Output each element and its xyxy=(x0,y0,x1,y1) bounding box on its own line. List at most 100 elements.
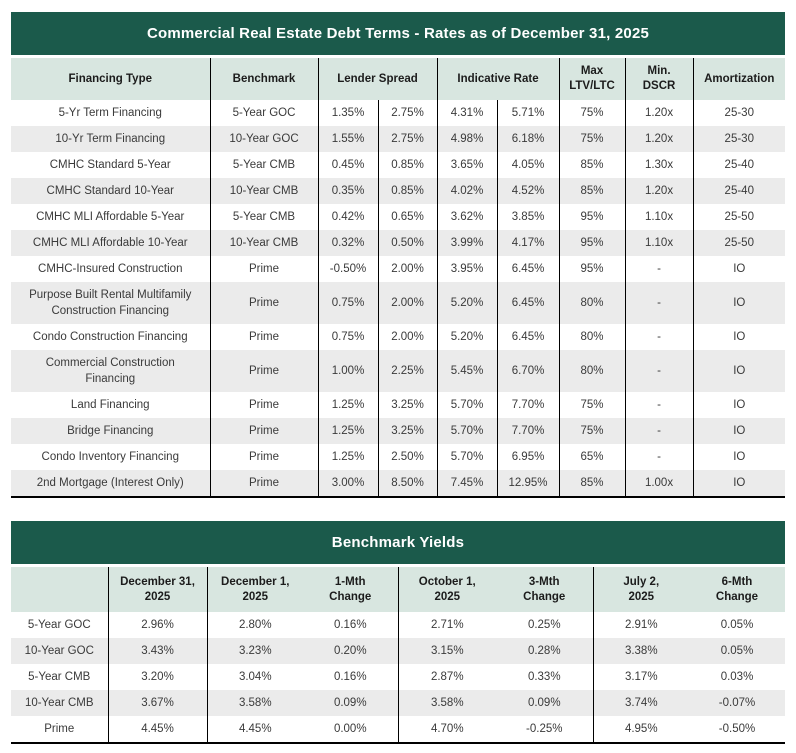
cell-financing-type: 2nd Mortgage (Interest Only) xyxy=(11,470,210,497)
cell-benchmark: 10-Year GOC xyxy=(209,126,318,152)
cell-indicative-rate-low: 5.45% xyxy=(436,350,497,392)
debt-terms-table: Financing Type Benchmark Lender Spread I… xyxy=(11,58,786,498)
cell-oct-1-2025: 3.15% xyxy=(397,638,496,664)
col-header-max-ltv-ltc: Max LTV/LTC xyxy=(558,58,626,100)
cell-benchmark: 10-Year CMB xyxy=(209,230,318,256)
cell-financing-type: Condo Inventory Financing xyxy=(11,444,210,470)
cell-jul-2-2025: 3.38% xyxy=(592,638,689,664)
cell-indicative-rate-low: 3.95% xyxy=(436,256,497,282)
cell-indicative-rate-low: 5.70% xyxy=(436,392,497,418)
cell-1-mth-change: 0.16% xyxy=(303,612,398,638)
cell-indicative-rate-high: 7.70% xyxy=(496,392,560,418)
cell-lender-spread-high: 0.50% xyxy=(377,230,437,256)
table-row: Land Financing Prime 1.25% 3.25% 5.70% 7.70% 7… xyxy=(11,392,786,418)
cell-min-dscr: 1.10x xyxy=(624,230,694,256)
debt-header-row: Financing Type Benchmark Lender Spread I… xyxy=(11,58,786,100)
col-header-lender-spread: Lender Spread xyxy=(317,58,437,100)
col-header-benchmark: Benchmark xyxy=(209,58,318,100)
cell-amortization: IO xyxy=(692,418,786,444)
cell-3-mth-change: -0.25% xyxy=(496,716,593,743)
cell-lender-spread-high: 0.85% xyxy=(377,152,437,178)
cell-indicative-rate-high: 3.85% xyxy=(496,204,560,230)
cell-amortization: 25-40 xyxy=(692,178,786,204)
cell-max-ltv-ltc: 95% xyxy=(558,256,626,282)
cell-6-mth-change: -0.50% xyxy=(689,716,785,743)
cell-min-dscr: - xyxy=(624,350,694,392)
table-row: Purpose Built Rental Multifamily Constru… xyxy=(11,282,786,324)
report-page: Commercial Real Estate Debt Terms - Rate… xyxy=(11,12,786,744)
cell-lender-spread-high: 2.00% xyxy=(377,256,437,282)
cell-lender-spread-high: 2.50% xyxy=(377,444,437,470)
table-row: CMHC Standard 10-Year 10-Year CMB 0.35% 0.8… xyxy=(11,178,786,204)
cell-amortization: 25-50 xyxy=(692,204,786,230)
col-header-dec-31-2025: December 31, 2025 xyxy=(107,567,207,612)
cell-3-mth-change: 0.33% xyxy=(496,664,593,690)
cell-indicative-rate-low: 7.45% xyxy=(436,470,497,497)
cell-benchmark: 5-Year CMB xyxy=(209,152,318,178)
yields-header-row: December 31, 2025 December 1, 2025 1-Mth… xyxy=(11,567,785,612)
cell-lender-spread-high: 2.25% xyxy=(377,350,437,392)
cell-indicative-rate-low: 4.31% xyxy=(436,100,497,126)
cell-min-dscr: 1.30x xyxy=(624,152,694,178)
cell-lender-spread-high: 2.00% xyxy=(377,282,437,324)
cell-benchmark-name: 5-Year GOC xyxy=(11,612,108,638)
cell-3-mth-change: 0.28% xyxy=(496,638,593,664)
cell-lender-spread-low: 0.35% xyxy=(317,178,378,204)
cell-min-dscr: - xyxy=(624,256,694,282)
cell-indicative-rate-low: 3.62% xyxy=(436,204,497,230)
cell-lender-spread-low: 1.25% xyxy=(317,392,378,418)
cell-indicative-rate-low: 5.70% xyxy=(436,418,497,444)
cell-benchmark-name: 10-Year CMB xyxy=(11,690,108,716)
cell-benchmark: 10-Year CMB xyxy=(209,178,318,204)
cell-dec-31-2025: 3.67% xyxy=(107,690,207,716)
col-header-dec-1-2025: December 1, 2025 xyxy=(206,567,303,612)
table-row: Condo Inventory Financing Prime 1.25% 2.50%… xyxy=(11,444,786,470)
cell-lender-spread-low: 1.00% xyxy=(317,350,378,392)
table-row: Prime 4.45% 4.45% 0.00% 4.70% -0.25% 4.95% -0.5… xyxy=(11,716,785,743)
cell-min-dscr: - xyxy=(624,282,694,324)
cell-amortization: IO xyxy=(692,256,786,282)
cell-oct-1-2025: 2.71% xyxy=(397,612,496,638)
cell-indicative-rate-low: 5.70% xyxy=(436,444,497,470)
cell-financing-type: 5-Yr Term Financing xyxy=(11,100,210,126)
cell-1-mth-change: 0.00% xyxy=(303,716,398,743)
cell-lender-spread-high: 8.50% xyxy=(377,470,437,497)
cell-benchmark-name: 10-Year GOC xyxy=(11,638,108,664)
cell-indicative-rate-high: 4.17% xyxy=(496,230,560,256)
cell-max-ltv-ltc: 85% xyxy=(558,178,626,204)
cell-max-ltv-ltc: 75% xyxy=(558,392,626,418)
col-header-financing-type: Financing Type xyxy=(11,58,210,100)
cell-amortization: IO xyxy=(692,324,786,350)
cell-lender-spread-low: 0.75% xyxy=(317,282,378,324)
debt-table-body: 5-Yr Term Financing 5-Year GOC 1.35% 2.75% 4… xyxy=(11,100,786,497)
benchmark-yields-section: Benchmark Yields December 31, 2025 Decem… xyxy=(11,521,785,744)
cell-1-mth-change: 0.20% xyxy=(303,638,398,664)
cell-indicative-rate-high: 12.95% xyxy=(496,470,560,497)
cell-financing-type: Purpose Built Rental Multifamily Constru… xyxy=(11,282,210,324)
cell-max-ltv-ltc: 75% xyxy=(558,100,626,126)
cell-amortization: 25-30 xyxy=(692,100,786,126)
cell-financing-type: 10-Yr Term Financing xyxy=(11,126,210,152)
cell-oct-1-2025: 3.58% xyxy=(397,690,496,716)
cell-lender-spread-low: 0.32% xyxy=(317,230,378,256)
cell-3-mth-change: 0.25% xyxy=(496,612,593,638)
cell-max-ltv-ltc: 95% xyxy=(558,204,626,230)
col-header-indicative-rate: Indicative Rate xyxy=(436,58,560,100)
col-header-jul-2-2025: July 2, 2025 xyxy=(592,567,689,612)
cell-6-mth-change: -0.07% xyxy=(689,690,785,716)
yields-table-body: 5-Year GOC 2.96% 2.80% 0.16% 2.71% 0.25% 2.91%… xyxy=(11,612,785,743)
cell-min-dscr: 1.20x xyxy=(624,126,694,152)
table-row: Commercial Construction Financing Prime 1.… xyxy=(11,350,786,392)
table-row: 5-Year GOC 2.96% 2.80% 0.16% 2.71% 0.25% 2.91%… xyxy=(11,612,785,638)
cell-financing-type: CMHC Standard 10-Year xyxy=(11,178,210,204)
cell-dec-1-2025: 3.58% xyxy=(206,690,303,716)
cell-benchmark: Prime xyxy=(209,392,318,418)
cell-6-mth-change: 0.05% xyxy=(689,638,785,664)
cell-6-mth-change: 0.03% xyxy=(689,664,785,690)
cell-dec-1-2025: 3.23% xyxy=(206,638,303,664)
cell-6-mth-change: 0.05% xyxy=(689,612,785,638)
cell-financing-type: Bridge Financing xyxy=(11,418,210,444)
cell-benchmark-name: 5-Year CMB xyxy=(11,664,108,690)
cell-dec-1-2025: 4.45% xyxy=(206,716,303,743)
cell-benchmark: Prime xyxy=(209,350,318,392)
